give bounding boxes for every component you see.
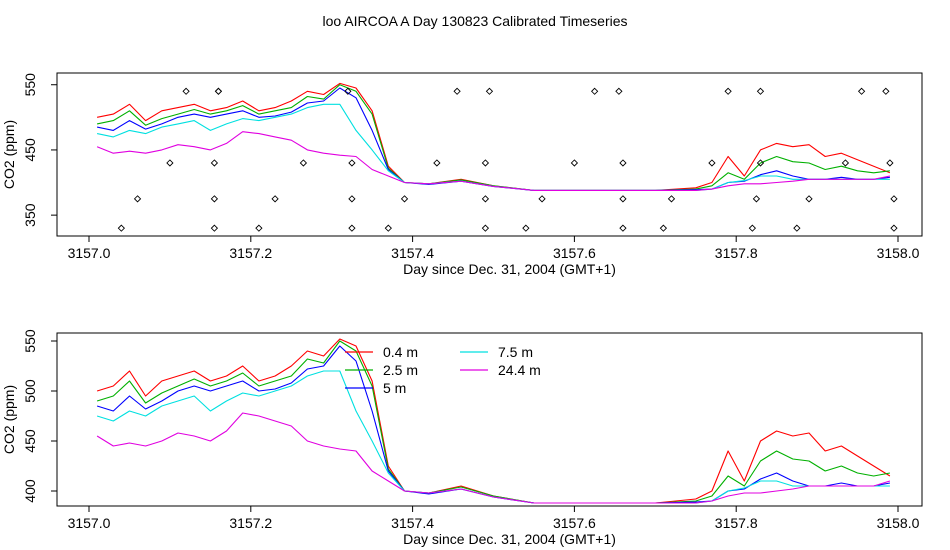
diamond-marker <box>619 159 627 167</box>
diamond-marker <box>453 87 461 95</box>
diamond-marker <box>400 195 409 203</box>
diamond-marker <box>522 224 530 232</box>
diamond-marker <box>724 87 732 95</box>
series-line-4 <box>96 131 891 191</box>
y-axis-title: CO2 (ppm) <box>1 120 17 189</box>
bottom-panel: 3157.0 3157.2 3157.4 3157.6 3157.8 3158.0 400 4… <box>1 329 923 547</box>
y-tick-label: 550 <box>22 329 38 353</box>
diamond-marker <box>182 87 190 95</box>
diamond-marker <box>882 87 890 95</box>
diamond-marker <box>590 87 599 95</box>
diamond-marker <box>890 195 898 203</box>
diamond-marker <box>481 224 490 232</box>
x-tick-label: 3158.0 <box>877 245 920 261</box>
diamond-marker <box>570 159 579 167</box>
x-tick-label: 3157.4 <box>391 245 434 261</box>
plot-frame <box>56 72 923 237</box>
x-tick-label: 3157.8 <box>715 515 758 531</box>
legend-label: 7.5 m <box>498 344 533 360</box>
y-tick-label: 450 <box>22 138 38 162</box>
x-tick-label: 3157.2 <box>229 245 272 261</box>
diamond-marker <box>615 87 623 95</box>
diamond-marker <box>841 159 850 167</box>
diamond-marker <box>348 159 356 167</box>
x-axis-title: Day since Dec. 31, 2004 (GMT+1) <box>403 261 616 277</box>
diamond-marker <box>348 195 356 203</box>
diamond-marker <box>481 195 490 203</box>
x-tick-label: 3157.6 <box>553 245 596 261</box>
x-tick-label: 3157.0 <box>68 245 111 261</box>
legend-label: 0.4 m <box>383 344 418 360</box>
legend-label: 24.4 m <box>498 362 541 378</box>
x-tick-label: 3158.0 <box>877 515 920 531</box>
diamond-marker <box>659 224 668 232</box>
legend-label: 5 m <box>383 380 406 396</box>
diamond-marker <box>481 159 490 167</box>
diamond-marker <box>348 224 356 232</box>
diamond-marker <box>299 159 308 167</box>
y-tick-label: 500 <box>22 379 38 403</box>
legend-label: 2.5 m <box>383 362 418 378</box>
diamond-marker <box>805 195 813 203</box>
y-tick-label: 400 <box>22 479 38 503</box>
series-line-4 <box>96 412 891 504</box>
diamond-marker <box>890 224 898 232</box>
diamond-marker <box>210 159 219 167</box>
diamond-marker <box>133 195 142 203</box>
diamond-marker <box>708 159 716 167</box>
diamond-marker <box>793 224 801 232</box>
diamond-marker <box>619 224 627 232</box>
x-tick-label: 3157.4 <box>391 515 434 531</box>
diamond-marker <box>214 87 223 95</box>
diamond-marker <box>433 159 441 167</box>
diamond-marker <box>748 224 757 232</box>
y-tick-label: 450 <box>22 429 38 453</box>
diamond-marker <box>756 87 765 95</box>
diamond-marker <box>117 224 125 232</box>
top-panel: 3157.0 3157.2 3157.4 3157.6 3157.8 3158.0 350 4… <box>1 72 923 277</box>
diamond-marker <box>857 87 866 95</box>
y-tick-label: 350 <box>22 203 38 227</box>
diamond-marker <box>271 195 279 203</box>
diamond-marker <box>255 224 263 232</box>
diamond-marker <box>886 159 894 167</box>
diamond-marker <box>166 159 174 167</box>
x-tick-label: 3157.0 <box>68 515 111 531</box>
x-tick-label: 3157.2 <box>229 515 272 531</box>
diamond-marker <box>384 224 392 232</box>
diamond-marker <box>485 87 494 95</box>
plot-frame <box>56 332 923 507</box>
x-axis-title: Day since Dec. 31, 2004 (GMT+1) <box>403 531 616 547</box>
diamond-marker <box>538 195 546 203</box>
diamond-marker <box>667 195 676 203</box>
y-tick-label: 550 <box>22 73 38 97</box>
diamond-marker <box>752 195 761 203</box>
x-tick-label: 3157.8 <box>715 245 758 261</box>
diamond-marker <box>210 224 219 232</box>
chart-title: loo AIRCOA A Day 130823 Calibrated Times… <box>322 13 627 29</box>
diamond-marker <box>619 195 627 203</box>
diamond-marker <box>210 195 219 203</box>
x-tick-label: 3157.6 <box>553 515 596 531</box>
diamond-marker <box>344 87 352 95</box>
diamond-marker <box>756 159 765 167</box>
y-axis-title: CO2 (ppm) <box>1 385 17 454</box>
